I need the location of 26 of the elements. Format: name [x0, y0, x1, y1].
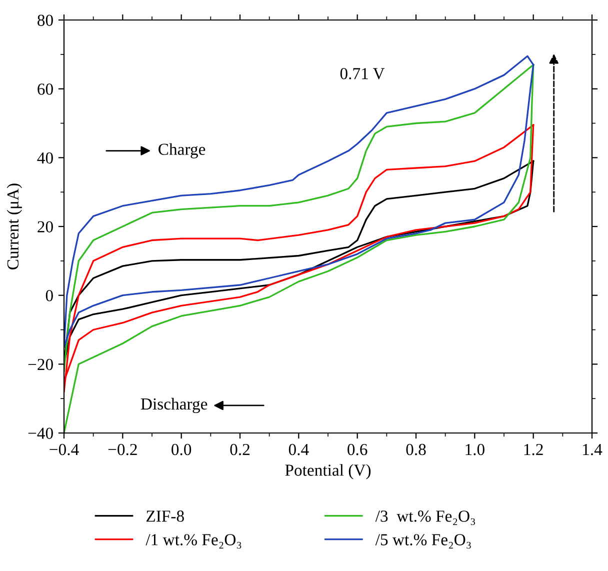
y-tick-label: −20	[28, 358, 53, 370]
x-tick-label: 0.8	[406, 444, 426, 456]
legend-label: /3 wt.% Fe₂O₃	[375, 510, 476, 526]
annotation: Discharge	[140, 398, 208, 414]
x-tick-label: 1.4	[583, 444, 602, 456]
y-axis-title: Current (μA)	[6, 184, 22, 270]
x-tick-label: 0.6	[348, 444, 368, 456]
x-axis-title: Potential (V)	[285, 464, 371, 480]
x-tick-label: −0.4	[50, 444, 79, 456]
annotation: 0.71 V	[340, 68, 385, 80]
x-tick-label: 0.0	[172, 444, 192, 456]
y-tick-label: 0	[46, 290, 53, 302]
x-tick-label: 0.2	[230, 444, 250, 456]
x-tick-label: −0.2	[108, 444, 137, 456]
legend-label: /5 wt.% Fe₂O₃	[375, 534, 471, 549]
y-tick-label: −40	[28, 428, 53, 439]
x-tick-label: 1.0	[466, 444, 484, 456]
annotation: Charge	[158, 143, 206, 158]
legend-label: /1 wt.% Fe₂O₃	[146, 534, 242, 549]
y-tick-label: 80	[38, 14, 53, 26]
x-tick-label: 0.4	[288, 444, 309, 456]
y-tick-label: 20	[38, 221, 53, 232]
y-tick-label: 60	[38, 84, 53, 95]
legend-label: ZIF-8	[146, 510, 184, 522]
x-tick-label: 1.2	[524, 444, 543, 456]
y-tick-label: 40	[37, 152, 53, 164]
